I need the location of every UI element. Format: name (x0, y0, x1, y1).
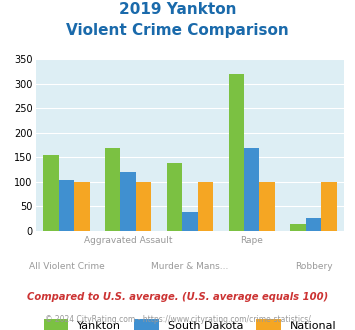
Bar (167, 163, 182, 231)
Legend: Yankton, South Dakota, National: Yankton, South Dakota, National (44, 319, 336, 330)
Bar (182, 213, 198, 231)
Text: 2019 Yankton: 2019 Yankton (119, 2, 236, 16)
Text: Violent Crime Comparison: Violent Crime Comparison (66, 23, 289, 38)
Bar (59, 180, 74, 231)
Bar (74, 182, 89, 231)
Text: Murder & Mans...: Murder & Mans... (151, 262, 229, 271)
Bar (260, 182, 275, 231)
Bar (321, 182, 337, 231)
Bar (290, 224, 306, 231)
Bar (198, 182, 213, 231)
Bar (120, 172, 136, 231)
Text: Robbery: Robbery (295, 262, 332, 271)
Bar (43, 155, 59, 231)
Bar (136, 182, 151, 231)
Bar (229, 74, 244, 231)
Text: Compared to U.S. average. (U.S. average equals 100): Compared to U.S. average. (U.S. average … (27, 292, 328, 302)
Text: © 2024 CityRating.com - https://www.cityrating.com/crime-statistics/: © 2024 CityRating.com - https://www.city… (45, 315, 310, 324)
Text: All Violent Crime: All Violent Crime (28, 262, 104, 271)
Bar (306, 218, 321, 231)
Bar (244, 148, 260, 231)
Bar (105, 148, 120, 231)
